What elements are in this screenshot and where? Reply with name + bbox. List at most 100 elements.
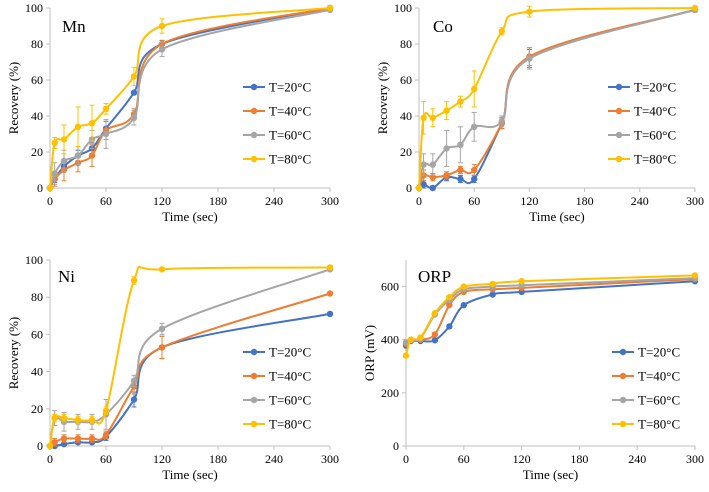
- data-point: [102, 130, 110, 138]
- legend-label: T=20°C: [269, 345, 311, 360]
- y-tick-label: 0: [37, 439, 43, 453]
- data-point: [460, 301, 467, 309]
- x-axis-label: Time (sec): [523, 467, 579, 482]
- y-tick-label: 0: [37, 181, 43, 195]
- y-tick-label: 100: [25, 253, 43, 267]
- legend-entry: T=60°C: [243, 393, 311, 408]
- x-axis-label: Time (sec): [529, 209, 585, 224]
- data-point: [498, 28, 505, 35]
- data-point: [431, 331, 439, 338]
- legend-label: T=40°C: [269, 369, 311, 384]
- legend-marker: [619, 372, 627, 380]
- chart-panel-mn: 0 60 120 180 240 300 0 20 40 60 80 100 Time (sec) Rec…: [6, 1, 339, 224]
- y-axis-label: ORP (mV): [362, 325, 377, 381]
- legend-marker: [250, 155, 258, 163]
- series-line: [405, 278, 696, 345]
- data-point: [429, 161, 436, 168]
- data-point: [415, 184, 423, 192]
- data-point: [446, 301, 453, 309]
- legend-label: T=80°C: [638, 417, 680, 432]
- legend-marker: [615, 83, 623, 91]
- data-point: [60, 435, 68, 442]
- x-tick-label: 240: [265, 194, 283, 208]
- y-tick-label: 20: [400, 145, 412, 159]
- x-tick-label: 240: [631, 194, 649, 208]
- series-T=80°C: [46, 4, 334, 192]
- data-point: [460, 283, 467, 290]
- x-tick-label: 300: [686, 194, 704, 208]
- data-point: [88, 120, 96, 127]
- chart-panel-co: 0 60 120 180 240 300 0 20 40 60 80 100 Time (sec) Rec…: [375, 1, 704, 224]
- y-tick-label: 100: [25, 1, 43, 15]
- y-tick-label: 20: [31, 402, 43, 416]
- x-tick-label: 60: [100, 452, 112, 466]
- data-point: [691, 272, 699, 279]
- data-point: [402, 352, 410, 359]
- chart-panel-orp: 0 60 120 180 240 300 0 200 400 600 Time (sec) ORP (…: [362, 260, 704, 482]
- y-tick-label: 40: [31, 365, 43, 379]
- x-axis-label: Time (sec): [162, 209, 218, 224]
- x-tick-label: 180: [570, 452, 588, 466]
- data-point: [431, 337, 439, 344]
- data-point: [402, 339, 410, 346]
- panel-title: ORP: [418, 267, 451, 286]
- data-point: [130, 377, 138, 385]
- y-axis-label: Recovery (%): [6, 62, 21, 135]
- legend-label: T=80°C: [269, 417, 311, 432]
- legend-label: T=80°C: [634, 152, 676, 167]
- series-T=80°C: [415, 4, 699, 192]
- series-T=40°C: [402, 275, 699, 347]
- data-point: [431, 309, 439, 317]
- legend-entry: T=60°C: [612, 393, 680, 408]
- data-point: [429, 114, 436, 122]
- data-point: [46, 442, 54, 450]
- legend-marker: [619, 348, 627, 356]
- data-point: [326, 264, 334, 271]
- legend-marker: [250, 372, 258, 380]
- legend-entry: T=20°C: [612, 345, 680, 360]
- x-tick-label: 180: [576, 194, 594, 208]
- data-point: [443, 172, 450, 179]
- data-point: [130, 396, 138, 403]
- data-point: [420, 161, 427, 168]
- data-point: [74, 123, 82, 130]
- data-point: [420, 181, 427, 188]
- legend-label: T=40°C: [634, 104, 676, 119]
- data-point: [498, 118, 505, 125]
- data-point: [457, 175, 464, 183]
- legend-entry: T=80°C: [243, 152, 311, 167]
- legend-label: T=20°C: [634, 80, 676, 95]
- legend-entry: T=20°C: [243, 80, 311, 95]
- series-T=80°C: [46, 264, 334, 450]
- data-point: [443, 145, 450, 152]
- x-tick-label: 240: [628, 452, 646, 466]
- data-point: [446, 323, 453, 330]
- data-point: [74, 435, 82, 442]
- legend-label: T=60°C: [269, 393, 311, 408]
- data-point: [130, 114, 138, 122]
- data-point: [326, 290, 334, 297]
- x-tick-label: 120: [520, 194, 538, 208]
- data-point: [130, 277, 138, 284]
- series-line: [405, 277, 696, 344]
- x-tick-label: 300: [686, 452, 704, 466]
- x-tick-label: 180: [209, 452, 227, 466]
- data-point: [326, 310, 334, 318]
- x-tick-label: 0: [47, 452, 53, 466]
- data-point: [489, 280, 496, 288]
- x-tick-label: 300: [321, 452, 339, 466]
- data-point: [51, 439, 58, 446]
- data-point: [158, 46, 166, 53]
- data-point: [471, 85, 478, 93]
- legend-marker: [615, 155, 623, 163]
- y-tick-label: 60: [400, 73, 412, 87]
- y-tick-label: 40: [400, 109, 412, 123]
- data-point: [74, 416, 82, 424]
- legend-label: T=20°C: [269, 80, 311, 95]
- data-point: [158, 266, 166, 273]
- y-tick-label: 60: [31, 327, 43, 341]
- data-point: [420, 114, 427, 122]
- data-point: [102, 407, 110, 414]
- y-tick-label: 200: [381, 386, 399, 400]
- y-tick-label: 80: [31, 290, 43, 304]
